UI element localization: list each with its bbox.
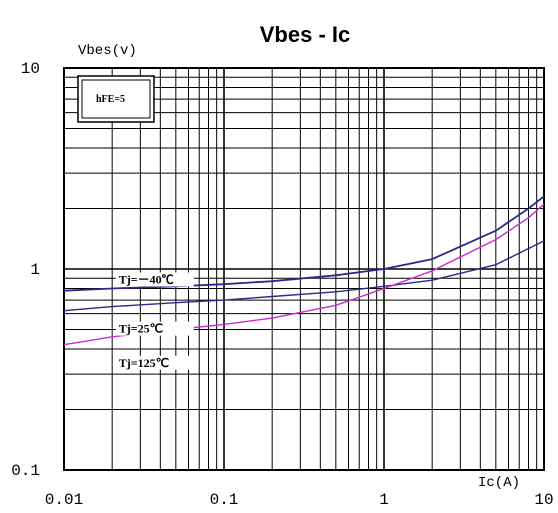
hfe-label: hFE=5: [96, 94, 125, 105]
x-tick-label: 1: [379, 491, 389, 509]
series-label-bg: [115, 355, 194, 370]
series-line-2: [63, 240, 545, 312]
hfe-box-inner: [81, 79, 151, 119]
series-line-1: [63, 195, 545, 292]
x-tick-label: 10: [534, 491, 553, 509]
y-tick-label: 10: [21, 60, 40, 78]
series-label-2: Tj=25℃: [119, 322, 163, 336]
grid: [63, 67, 545, 471]
x-axis-label: Ic(A): [478, 475, 520, 491]
x-tick-label: 0.1: [210, 491, 239, 509]
series-label-3: Tj=125℃: [119, 356, 169, 370]
series-label-bg: [115, 272, 194, 287]
series-label-bg: [115, 321, 194, 336]
series-label-1: Tj=－40℃: [119, 272, 174, 286]
y-axis-label: Vbes(v): [78, 43, 137, 59]
series-labels: Tj=－40℃ Tj=25℃ Tj=125℃: [115, 272, 194, 370]
x-tick-label: 0.01: [45, 491, 83, 509]
y-tick-label: 0.1: [11, 462, 40, 480]
chart-title: Vbes - Ic: [260, 22, 350, 47]
hfe-box-frame: [77, 75, 155, 123]
y-tick-label: 1: [30, 261, 40, 279]
plot-frame: [63, 67, 545, 471]
tick-labels: 0.01 0.1 1 10 0.1 1 10: [11, 60, 553, 509]
hfe-box: hFE=5: [77, 75, 155, 123]
